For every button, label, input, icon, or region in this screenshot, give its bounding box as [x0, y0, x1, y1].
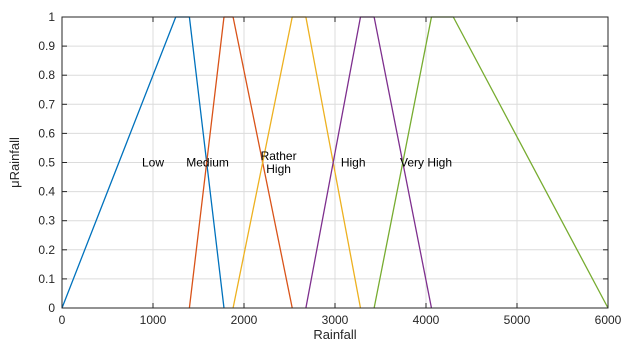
annotation-label: High	[341, 156, 366, 170]
x-tick-label: 1000	[140, 313, 167, 327]
annotation-label: Medium	[186, 156, 229, 170]
y-axis-label: μRainfall	[7, 137, 22, 188]
y-tick-label: 0.1	[38, 272, 55, 286]
x-tick-label: 6000	[595, 313, 622, 327]
y-tick-label: 0.2	[38, 243, 55, 257]
annotation-label: High	[266, 162, 291, 176]
x-axis-ticks: 0 1000 2000 3000 4000 5000 6000	[59, 17, 622, 327]
x-tick-label: 0	[59, 313, 66, 327]
y-tick-label: 0.3	[38, 214, 55, 228]
x-tick-label: 4000	[413, 313, 440, 327]
y-tick-label: 0.5	[38, 156, 55, 170]
annotation-label: Low	[142, 156, 164, 170]
x-tick-label: 3000	[322, 313, 349, 327]
y-tick-label: 0.8	[38, 68, 55, 82]
x-axis-label: Rainfall	[313, 327, 356, 342]
x-tick-label: 2000	[231, 313, 258, 327]
y-tick-label: 0.4	[38, 185, 55, 199]
y-tick-label: 0	[48, 301, 55, 315]
y-tick-label: 0.6	[38, 126, 55, 140]
y-tick-label: 1	[48, 10, 55, 24]
y-axis-ticks: 0 0.1 0.2 0.3 0.4 0.5 0.6 0.7 0.8 0.9 1	[38, 10, 608, 315]
annotation-label: Very High	[400, 156, 452, 170]
y-tick-label: 0.9	[38, 39, 55, 53]
x-tick-label: 5000	[504, 313, 531, 327]
y-tick-label: 0.7	[38, 97, 55, 111]
annotation-label: Rather	[261, 149, 297, 163]
